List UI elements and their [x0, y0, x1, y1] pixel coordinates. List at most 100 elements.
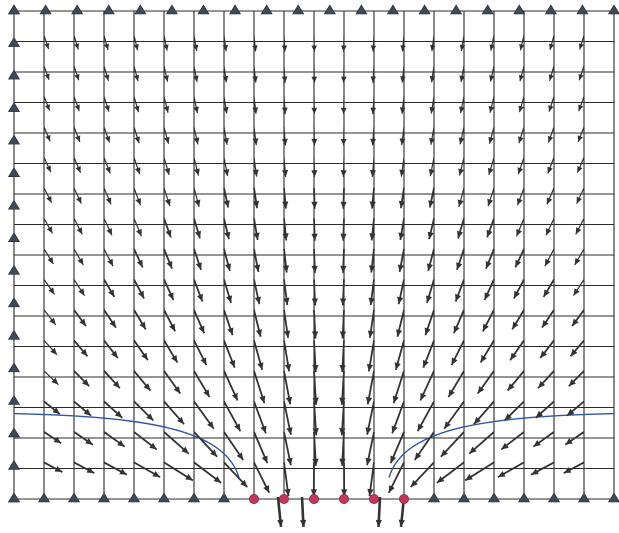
- velocity-arrow-head: [399, 169, 406, 177]
- velocity-arrow-head: [223, 200, 230, 208]
- velocity-arrow-head: [512, 321, 519, 330]
- velocity-arrow-head: [282, 201, 289, 209]
- outflow-nodes: [248, 493, 409, 504]
- velocity-arrow-head: [542, 320, 549, 328]
- velocity-arrow-head: [458, 137, 465, 145]
- triangle-support-icon: [102, 4, 115, 15]
- triangle-support-icon: [7, 329, 21, 340]
- velocity-arrow-head: [340, 201, 347, 209]
- velocity-arrow-head: [547, 135, 554, 143]
- velocity-arrow-head: [300, 519, 307, 527]
- triangle-support-icon: [127, 492, 141, 503]
- velocity-arrow-head: [365, 427, 372, 435]
- triangle-support-icon: [513, 4, 526, 15]
- velocity-arrow-head: [222, 44, 229, 52]
- velocity-arrow-head: [341, 45, 347, 52]
- velocity-arrow-head: [504, 413, 512, 421]
- velocity-arrow-head: [261, 455, 268, 464]
- velocity-arrow-head: [222, 75, 229, 83]
- circle-node-icon: [308, 493, 319, 504]
- velocity-arrow-head: [546, 197, 553, 205]
- velocity-arrow-head: [540, 350, 547, 359]
- velocity-arrow-head: [489, 44, 495, 51]
- velocity-arrow-head: [134, 136, 140, 144]
- velocity-arrow-head: [513, 290, 520, 299]
- velocity-arrow-head: [426, 263, 433, 271]
- velocity-arrow-head: [518, 105, 524, 113]
- velocity-arrow-head: [486, 229, 493, 238]
- velocity-arrow-head: [283, 297, 290, 306]
- velocity-arrow-head: [224, 231, 231, 240]
- velocity-arrow-head: [252, 76, 258, 83]
- velocity-arrow-head: [85, 438, 93, 445]
- velocity-arrow-head: [163, 44, 169, 51]
- velocity-arrow-head: [340, 170, 347, 178]
- velocity-arrow-head: [577, 135, 583, 142]
- velocity-arrow-head: [340, 265, 347, 273]
- velocity-arrow-head: [487, 198, 494, 207]
- velocity-arrow-head: [458, 168, 465, 176]
- velocity-arrow-head: [312, 458, 319, 466]
- triangle-support-icon: [7, 459, 21, 470]
- triangle-support-icon: [323, 4, 336, 15]
- velocity-arrow-head: [193, 44, 199, 51]
- velocity-arrow-head: [54, 465, 63, 473]
- velocity-arrow-head: [253, 232, 260, 240]
- velocity-arrow-head: [394, 362, 401, 370]
- velocity-arrow-head: [75, 135, 81, 142]
- velocity-arrow-head: [489, 75, 495, 82]
- velocity-arrow-head: [456, 262, 463, 270]
- velocity-arrow-head: [368, 297, 375, 306]
- triangle-support-icon: [157, 492, 171, 503]
- velocity-arrow-head: [388, 485, 395, 493]
- velocity-arrow-head: [487, 167, 494, 175]
- triangle-support-icon: [418, 4, 431, 15]
- velocity-arrow-head: [112, 380, 120, 389]
- velocity-arrow-head: [75, 166, 81, 173]
- velocity-arrow-head: [185, 474, 193, 481]
- velocity-arrow-head: [341, 489, 348, 497]
- velocity-arrow-head: [339, 428, 346, 436]
- boundary-supports: [7, 4, 619, 503]
- velocity-arrow-head: [107, 258, 114, 267]
- velocity-arrow-head: [282, 265, 290, 273]
- velocity-arrow-head: [234, 423, 241, 432]
- velocity-arrow-head: [311, 298, 318, 306]
- triangle-support-icon: [97, 492, 111, 503]
- velocity-arrow-head: [370, 107, 377, 115]
- velocity-arrow-head: [76, 227, 83, 235]
- velocity-arrow-head: [52, 407, 60, 415]
- velocity-arrow-head: [149, 442, 157, 450]
- velocity-arrow-head: [53, 436, 62, 444]
- velocity-arrow-head: [340, 107, 347, 115]
- velocity-arrow-head: [477, 386, 485, 394]
- velocity-arrow-head: [547, 166, 553, 174]
- velocity-arrow-head: [164, 136, 170, 144]
- velocity-arrow-head: [577, 166, 583, 173]
- triangle-support-icon: [7, 102, 21, 112]
- velocity-arrow-head: [398, 519, 405, 527]
- velocity-arrow-head: [163, 75, 169, 82]
- velocity-arrow-head: [225, 263, 232, 271]
- triangle-support-icon: [217, 492, 231, 503]
- velocity-arrow-head: [133, 74, 140, 82]
- velocity-arrow-head: [105, 197, 112, 205]
- velocity-arrow-head: [396, 329, 403, 337]
- velocity-arrow-head: [548, 74, 554, 81]
- velocity-arrow-head: [106, 228, 112, 236]
- velocity-arrow-head: [77, 257, 84, 266]
- velocity-arrow-head: [76, 196, 82, 204]
- velocity-arrow-head: [370, 45, 377, 52]
- triangle-support-icon: [386, 4, 399, 15]
- velocity-arrow-head: [453, 325, 460, 334]
- triangle-support-icon: [260, 4, 273, 15]
- velocity-arrow-head: [135, 198, 141, 206]
- triangle-support-icon: [427, 492, 441, 503]
- velocity-arrow-head: [193, 106, 199, 114]
- velocity-arrow-head: [573, 288, 580, 296]
- velocity-arrow-head: [45, 165, 51, 173]
- velocity-arrow-head: [535, 410, 544, 418]
- triangle-support-icon: [7, 69, 21, 80]
- velocity-arrow-head: [473, 416, 481, 425]
- velocity-arrow-head: [510, 352, 517, 361]
